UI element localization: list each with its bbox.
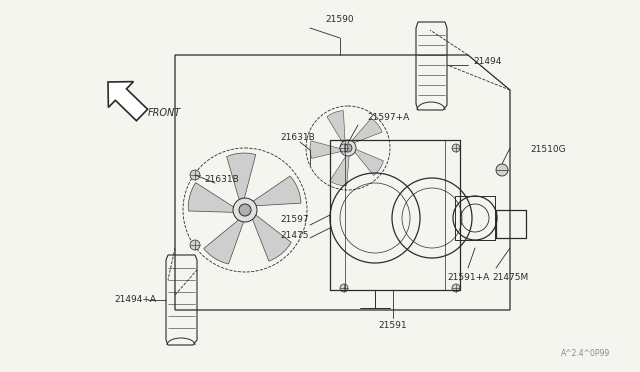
Text: 21597+A: 21597+A: [367, 113, 409, 122]
Text: 21494+A: 21494+A: [114, 295, 156, 305]
Text: 21631B: 21631B: [205, 176, 239, 185]
Text: 21510G: 21510G: [530, 145, 566, 154]
Text: 21475M: 21475M: [492, 273, 528, 282]
Circle shape: [233, 198, 257, 222]
Text: 21475: 21475: [281, 231, 309, 240]
Text: 21494: 21494: [474, 58, 502, 67]
Text: 21590: 21590: [326, 16, 355, 25]
Circle shape: [496, 164, 508, 176]
Circle shape: [340, 284, 348, 292]
Text: A^2.4^0P99: A^2.4^0P99: [561, 349, 610, 358]
Circle shape: [452, 284, 460, 292]
Circle shape: [239, 204, 251, 216]
Polygon shape: [330, 154, 349, 186]
Text: 21631B: 21631B: [280, 134, 316, 142]
Polygon shape: [310, 141, 343, 158]
Text: 21591+A: 21591+A: [447, 273, 489, 282]
Polygon shape: [327, 110, 345, 144]
Polygon shape: [227, 153, 256, 203]
Text: 21591: 21591: [379, 321, 407, 330]
Polygon shape: [108, 81, 148, 121]
Polygon shape: [251, 212, 291, 261]
Text: 21597: 21597: [281, 215, 309, 224]
Polygon shape: [250, 176, 301, 206]
Circle shape: [190, 170, 200, 180]
Circle shape: [340, 140, 356, 156]
Polygon shape: [353, 148, 383, 176]
Circle shape: [344, 144, 352, 152]
Polygon shape: [188, 183, 237, 212]
Circle shape: [452, 144, 460, 152]
Polygon shape: [204, 217, 245, 264]
Circle shape: [190, 240, 200, 250]
Circle shape: [340, 144, 348, 152]
Polygon shape: [350, 118, 382, 144]
Text: FRONT: FRONT: [148, 108, 181, 118]
